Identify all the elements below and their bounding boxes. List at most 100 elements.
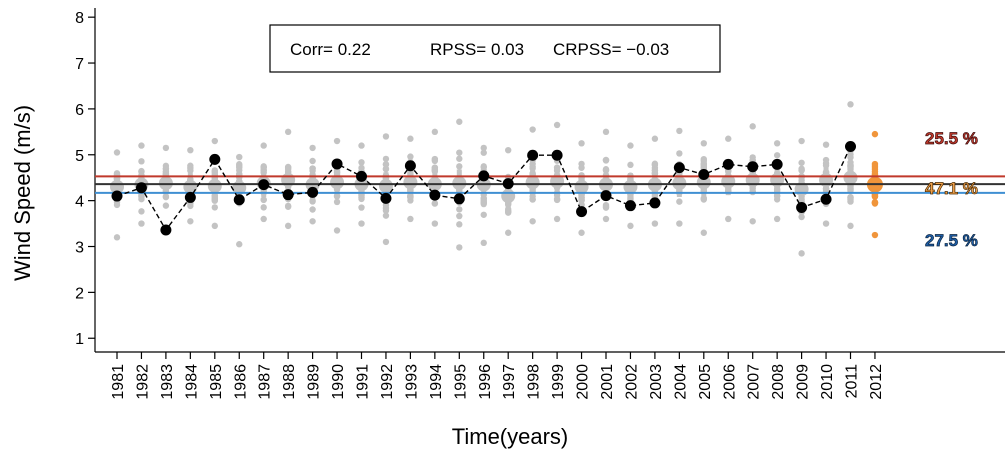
ensemble-mean-marker (574, 179, 589, 194)
ensemble-member (260, 163, 267, 170)
ensemble-member (578, 140, 585, 147)
ensemble-member (431, 220, 439, 227)
x-tick-label: 1991 (355, 364, 372, 400)
observed-point (184, 191, 196, 203)
ensemble-member (822, 156, 830, 164)
ensemble-member (113, 149, 121, 156)
ensemble-member (382, 133, 390, 140)
ensemble-mean-marker (623, 179, 638, 194)
observed-point (845, 141, 856, 153)
ensemble-member (431, 200, 439, 207)
ensemble-member (773, 215, 781, 223)
ensemble-member (700, 155, 707, 163)
ensemble-member (822, 220, 830, 227)
observed-point (135, 182, 147, 194)
observed-point (356, 170, 367, 182)
ensemble-mean-marker (843, 170, 858, 185)
ensemble-member (627, 161, 634, 169)
x-tick-label: 1995 (452, 364, 469, 400)
ensemble-member (382, 238, 390, 246)
x-tick-label: 1998 (526, 364, 543, 400)
observed-point (282, 189, 294, 201)
x-tick-label: 2011 (844, 364, 861, 399)
hindcast-ensemble (330, 137, 345, 234)
observed-point (111, 190, 123, 202)
ensemble-member (260, 215, 267, 223)
y-axis-title: Wind Speed (m/s) (10, 105, 35, 281)
y-tick-label: 2 (75, 285, 84, 302)
ensemble-member (553, 121, 561, 129)
y-tick-label: 1 (75, 331, 84, 348)
hindcast-ensemble (794, 137, 809, 257)
ensemble-member (456, 118, 463, 125)
hindcast-ensemble (647, 135, 662, 227)
ensemble-member (773, 152, 781, 159)
observed-point (380, 192, 392, 204)
x-tick-label: 2007 (746, 364, 763, 400)
x-tick-label: 2000 (575, 364, 592, 400)
hindcast-ensemble (158, 144, 173, 232)
ensemble-member (456, 149, 463, 156)
observed-point (624, 200, 636, 212)
ensemble-member (798, 165, 805, 172)
observed-point (673, 162, 685, 174)
ensemble-member (211, 204, 218, 211)
ensemble-member (309, 165, 316, 172)
observed-point (796, 202, 808, 214)
ensemble-member (871, 231, 879, 239)
ensemble-member (847, 151, 854, 158)
x-tick-label: 1990 (330, 364, 347, 400)
y-tick-label: 8 (75, 10, 84, 27)
ensemble-member (553, 196, 561, 203)
ensemble-member (382, 207, 390, 214)
ensemble-member (187, 146, 194, 154)
ensemble-member (627, 142, 634, 149)
ensemble-member (309, 144, 316, 152)
observed-point (307, 186, 319, 198)
ensemble-mean-marker (525, 175, 540, 190)
probability-labels: 25.5 % 47.1 % 27.5 % (925, 129, 979, 251)
hindcast-ensemble (476, 144, 491, 247)
hindcast-ensemble (770, 140, 785, 223)
observed-point (453, 193, 465, 205)
ensemble-member (725, 215, 732, 223)
ensemble-mean-marker (207, 178, 222, 193)
x-tick-label: 1996 (477, 364, 494, 400)
observed-point (698, 168, 710, 180)
ensemble-member (260, 204, 267, 211)
ensemble-member (333, 198, 341, 206)
ensemble-member (309, 206, 316, 213)
x-tick-label: 2012 (868, 364, 885, 400)
ensemble-member (236, 241, 243, 248)
x-tick-label: 1984 (183, 364, 200, 400)
x-tick-label: 2009 (795, 364, 812, 400)
hindcast-ensemble (745, 123, 760, 225)
ensemble-member (798, 213, 805, 221)
prob-label-above: 25.5 % (925, 129, 978, 148)
stats-box-frame (269, 24, 721, 73)
ensemble-mean-marker (403, 175, 418, 190)
ensemble-member (309, 218, 316, 225)
ensemble-member (284, 203, 292, 210)
x-tick-label: 1992 (379, 364, 396, 400)
x-tick-label: 1993 (403, 364, 420, 400)
x-tick-label: 1981 (110, 364, 127, 400)
observed-point (209, 153, 221, 165)
corr-label: Corr= 0.22 (290, 40, 371, 59)
x-tick-label: 2010 (819, 364, 836, 400)
ensemble-member (602, 215, 610, 223)
hindcast-ensemble (183, 146, 198, 225)
ensemble-member (456, 212, 463, 220)
ensemble-member (871, 130, 879, 138)
ensemble-member (578, 160, 585, 168)
ensemble-mean-marker (501, 189, 516, 204)
x-tick-label: 1983 (159, 364, 176, 400)
ensemble-member (871, 199, 879, 206)
ensemble-member (700, 229, 707, 236)
crpss-label: CRPSS= −0.03 (553, 40, 669, 59)
ensemble-member (700, 161, 707, 168)
observed-point (160, 224, 172, 236)
observed-point (478, 170, 490, 182)
y-tick-label: 7 (75, 56, 84, 73)
